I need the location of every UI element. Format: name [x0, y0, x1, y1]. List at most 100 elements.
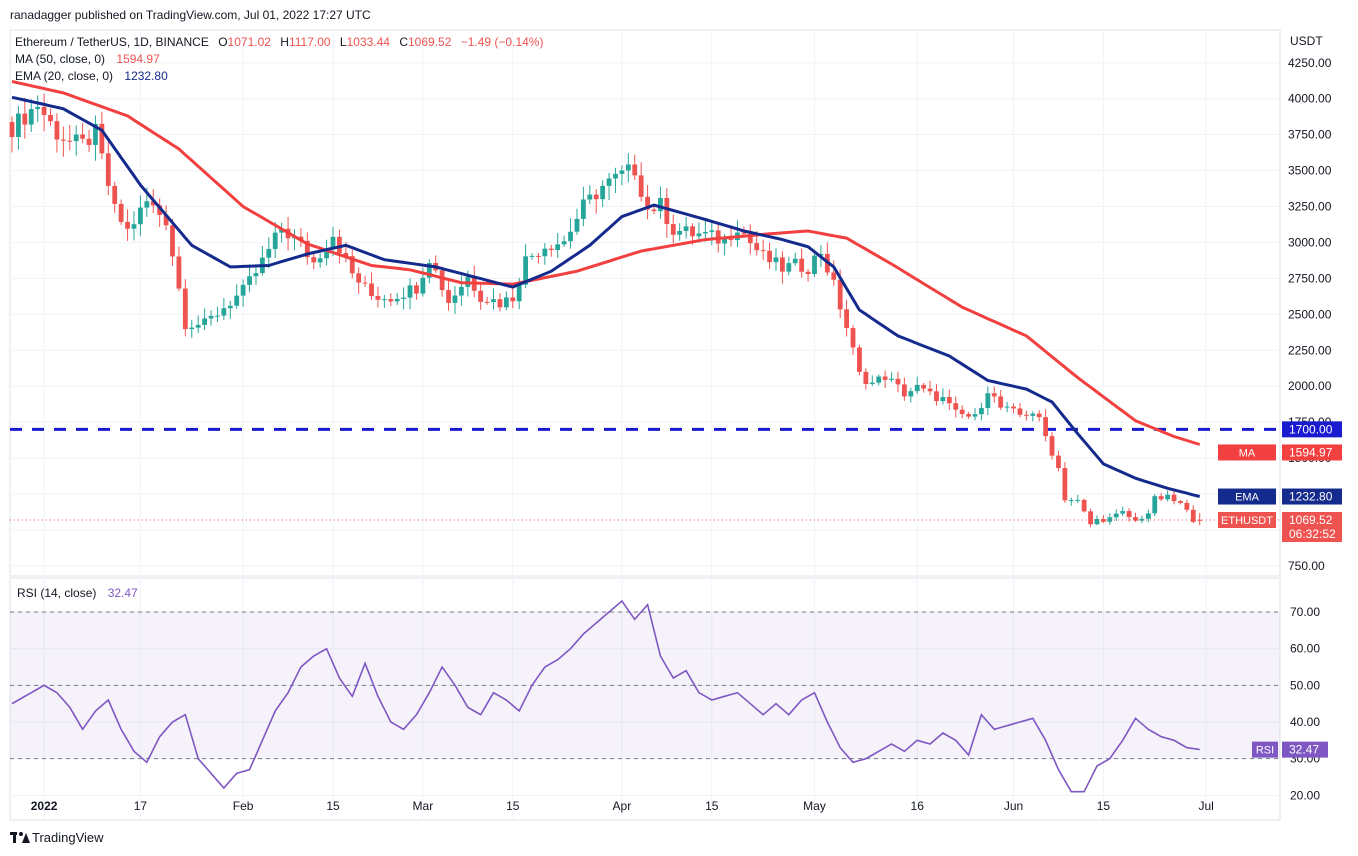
level-tag-value: 1700.00: [1289, 422, 1333, 436]
candle-body: [786, 263, 792, 272]
rsi-axis-label: 60.00: [1290, 642, 1320, 656]
candle-body: [510, 297, 516, 302]
candle-body: [253, 273, 259, 277]
candle-body: [850, 328, 856, 348]
candle-body: [227, 305, 233, 309]
candle-body: [985, 393, 991, 409]
candle-body: [86, 138, 92, 145]
candle-body: [972, 414, 978, 417]
candle-body: [414, 285, 419, 294]
price-tag-box: [1282, 512, 1342, 543]
rsi-tag-left-text: RSI: [1256, 745, 1274, 757]
ma-tag-box: [1282, 444, 1342, 461]
candle-body: [394, 298, 400, 302]
candle-body: [863, 371, 869, 385]
candle-body: [702, 231, 708, 234]
time-axis-label: Jul: [1198, 799, 1213, 813]
price-pane[interactable]: [9, 29, 1281, 577]
candle-body: [889, 378, 894, 380]
candle-body: [9, 121, 15, 138]
candle-body: [125, 221, 130, 229]
candle-body: [1023, 414, 1029, 416]
candle-body: [330, 236, 336, 250]
candle-body: [1017, 408, 1023, 415]
candle-body: [131, 224, 137, 229]
currency-label: USDT: [1290, 34, 1323, 48]
candle-body: [439, 270, 445, 291]
price-tag-left-text: ETHUSDT: [1221, 515, 1273, 527]
candle-body: [369, 283, 374, 296]
candle-body: [1049, 436, 1055, 456]
candle-body: [799, 258, 805, 272]
candle-body: [1126, 511, 1132, 518]
ma-tag: MA 1594.97: [1218, 444, 1342, 461]
candle-body: [677, 230, 683, 235]
time-axis-label: 2022: [31, 799, 58, 813]
candle-body: [812, 255, 817, 275]
price-axis-label: 3750.00: [1288, 128, 1332, 142]
candle-body: [176, 256, 182, 289]
candle-body: [343, 252, 349, 257]
candle-body: [22, 113, 28, 125]
rsi-axis-label: 40.00: [1290, 715, 1320, 729]
candle-body: [1145, 513, 1151, 519]
candle-body: [401, 297, 407, 299]
candle-body: [54, 121, 60, 140]
candle-body: [60, 139, 66, 141]
candle-body: [1011, 406, 1016, 409]
rsi-pane[interactable]: [9, 577, 1281, 821]
candle-body: [362, 282, 368, 284]
time-axis-label: May: [803, 799, 826, 813]
candle-body: [1171, 494, 1177, 502]
candle-body: [16, 113, 21, 138]
candle-body: [696, 233, 702, 237]
candle-body: [1036, 413, 1042, 418]
tradingview-logo[interactable]: TradingView: [10, 830, 104, 845]
candle-body: [921, 384, 927, 389]
candle-body: [189, 327, 195, 330]
candle-body: [1139, 518, 1145, 521]
ma50-line: [11, 79, 1201, 446]
candle-body: [747, 233, 753, 244]
candle-body: [998, 396, 1004, 408]
candle-body: [1158, 496, 1164, 500]
tradingview-logo-icon: [10, 831, 30, 844]
candle-body: [638, 175, 644, 197]
ema-tag-value: 1232.80: [1289, 490, 1333, 504]
candle-body: [375, 295, 381, 300]
price-axis-label: 3250.00: [1288, 200, 1332, 214]
time-axis-label: 15: [705, 799, 719, 813]
candle-body: [272, 232, 278, 249]
time-axis-label: 15: [1097, 799, 1111, 813]
candle-body: [388, 299, 394, 302]
candle-body: [497, 299, 503, 308]
candle-body: [792, 258, 798, 264]
candle-body: [1075, 499, 1081, 501]
candle-body: [93, 123, 98, 145]
candle-body: [1133, 517, 1138, 521]
candle-body: [966, 414, 971, 417]
candle-body: [901, 384, 907, 397]
candle-body: [857, 347, 862, 372]
candle-body: [426, 263, 432, 278]
candle-body: [41, 106, 47, 115]
candle-body: [523, 256, 528, 285]
candle-body: [844, 309, 849, 329]
ema20-line: [11, 95, 1201, 498]
candle-body: [144, 201, 150, 208]
time-axis-label: Feb: [233, 799, 254, 813]
candle-body: [240, 284, 246, 296]
level-tag: 1700.00: [1282, 421, 1342, 438]
time-axis-label: Jun: [1004, 799, 1023, 813]
ma-tag-value: 1594.97: [1289, 445, 1333, 459]
legend-ema: EMA (20, close, 0) 1232.80: [15, 69, 168, 83]
price-axis-label: 3500.00: [1288, 164, 1332, 178]
candle-body: [35, 106, 41, 110]
candle-body: [407, 285, 413, 298]
candle-body: [613, 173, 618, 179]
candle-body: [138, 207, 143, 225]
candle-body: [529, 255, 535, 257]
candle-body: [202, 318, 207, 325]
candle-body: [150, 201, 156, 206]
